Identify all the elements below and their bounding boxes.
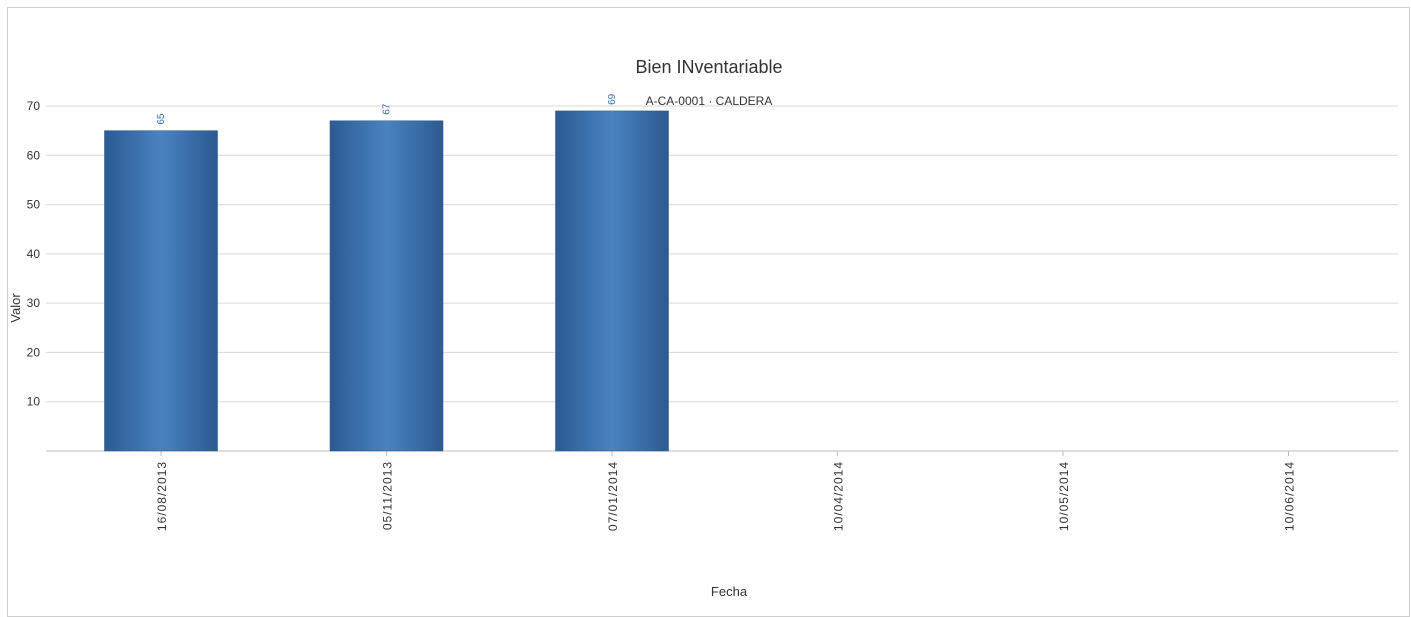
x-axis-label: Fecha: [711, 584, 748, 599]
bar: [104, 130, 218, 452]
x-tick-label: 07/01/2014: [606, 461, 620, 531]
x-tick-label: 10/06/2014: [1283, 461, 1297, 531]
y-tick-labels: 10 20 30 40 50 60 70: [27, 99, 41, 409]
y-tick-label: 40: [27, 247, 41, 261]
grid-lines: [46, 105, 1398, 456]
x-tick-label: 05/11/2013: [381, 461, 395, 530]
bars: [104, 110, 669, 452]
y-tick-label: 60: [27, 148, 41, 162]
y-tick-label: 50: [27, 198, 41, 212]
data-label: 65: [156, 113, 167, 125]
bar: [329, 120, 444, 452]
x-tick-labels: 16/08/2013 05/11/2013 07/01/2014 10/04/2014…: [155, 461, 1297, 531]
chart-subtitle: A-CA-0001 · CALDERA: [646, 94, 773, 108]
bar: [555, 110, 669, 452]
x-tick-label: 16/08/2013: [155, 461, 169, 531]
data-label: 67: [382, 103, 393, 115]
chart-title: Bien INventariable: [635, 57, 782, 77]
bar-chart: Bien INventariable A-CA-0001 · CALDERA V…: [8, 57, 1398, 599]
x-tick-label: 10/05/2014: [1057, 461, 1071, 531]
y-tick-label: 30: [27, 296, 41, 310]
y-axis-label: Valor: [8, 293, 23, 323]
x-tick-label: 10/04/2014: [832, 461, 846, 531]
y-tick-label: 10: [27, 395, 41, 409]
chart-frame: Bien INventariable A-CA-0001 · CALDERA V…: [7, 7, 1410, 617]
y-tick-label: 20: [27, 345, 41, 359]
data-labels: 65 67 69: [156, 93, 618, 124]
data-label: 69: [607, 93, 618, 105]
y-tick-label: 70: [27, 99, 41, 113]
